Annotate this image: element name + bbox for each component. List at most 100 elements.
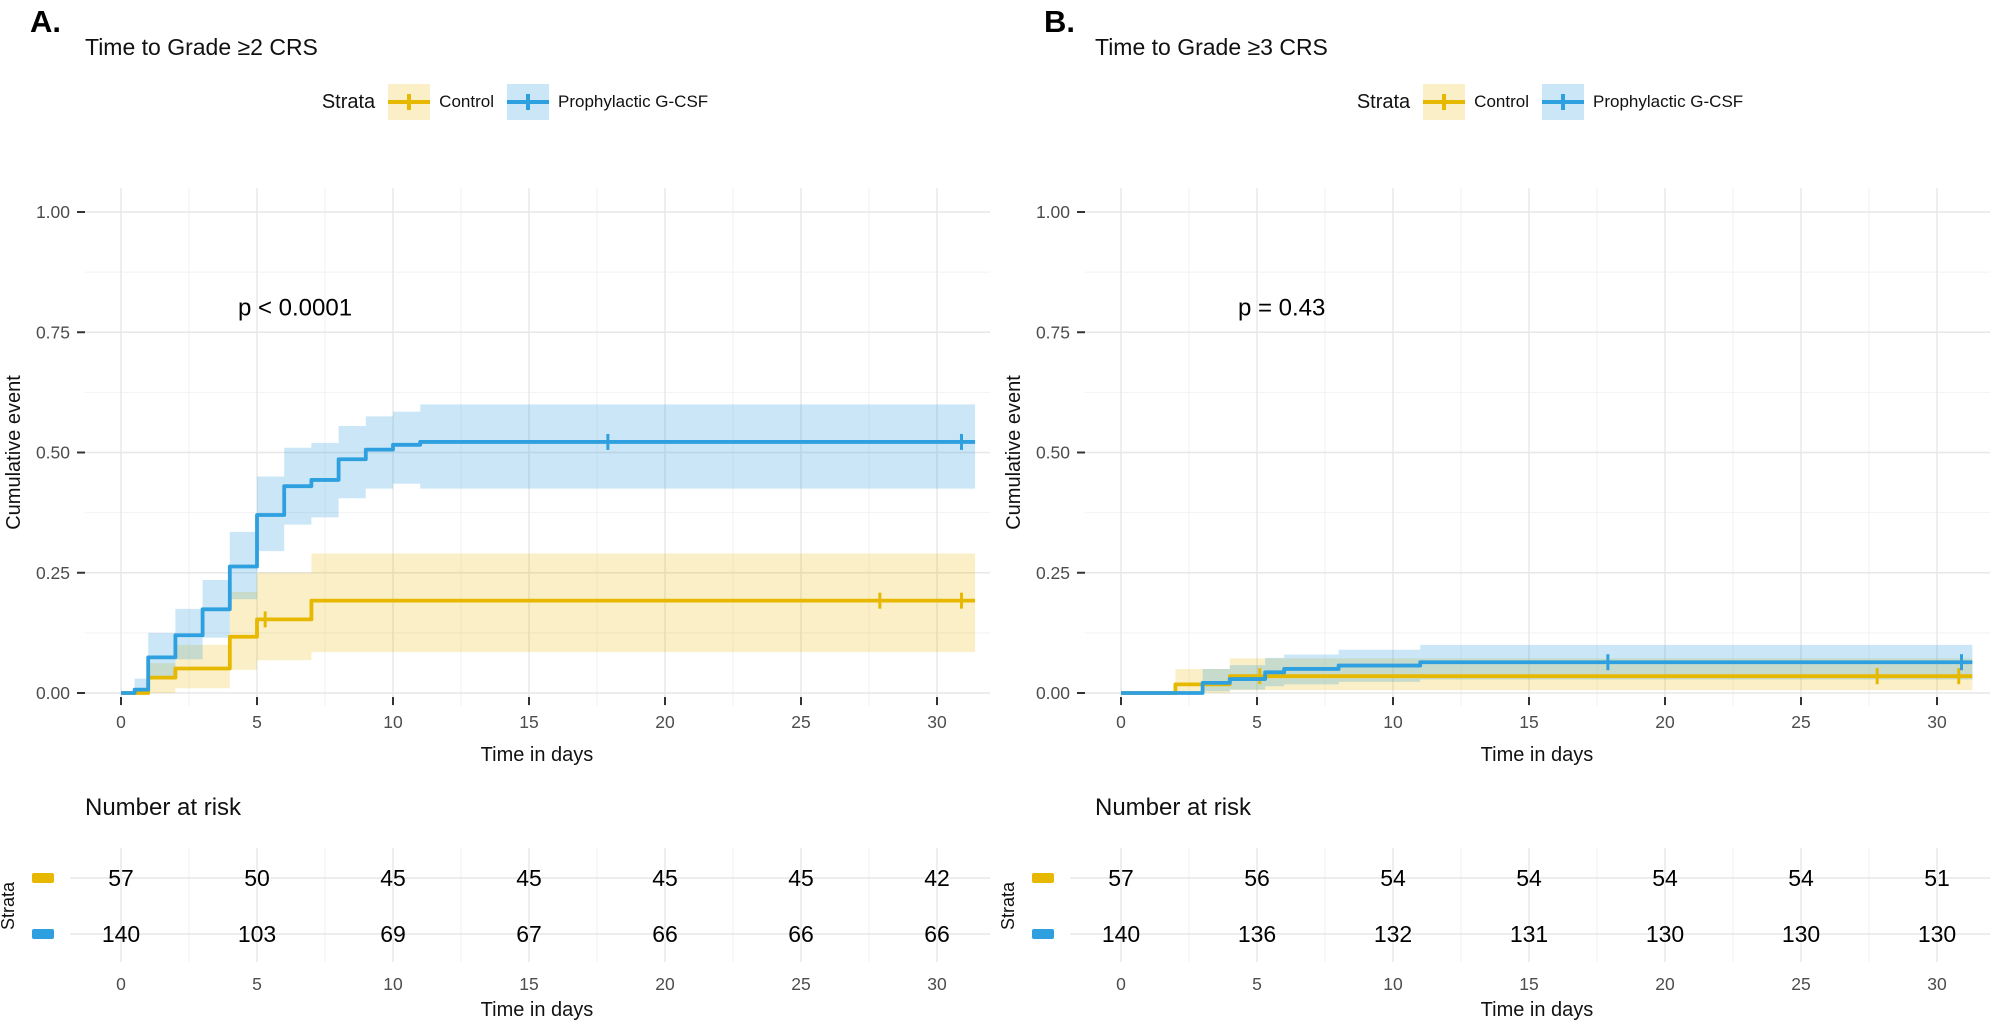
risk-count: 67 [516,921,542,947]
x-tick-label: 10 [1383,712,1403,732]
risk-count: 51 [1924,865,1950,891]
censor-mark [1950,668,1967,685]
x-tick-label: 30 [927,974,947,994]
legend-key-control: Control [388,84,494,120]
risk-row-swatch-gcsf [32,929,54,939]
y-tick-label: 1.00 [36,202,70,222]
risk-table-title: Number at risk [1095,794,1252,821]
risk-count: 45 [516,865,542,891]
x-tick-label: 15 [519,712,538,732]
risk-count: 69 [380,921,406,947]
x-tick-label: 30 [927,712,947,732]
legend-title: Strata [1356,90,1411,113]
chart-title: Time to Grade ≥2 CRS [85,34,318,60]
risk-count: 136 [1238,921,1276,947]
strata-axis-title: Strata [0,881,18,930]
chart-title: Time to Grade ≥3 CRS [1095,34,1328,60]
risk-table: 57 50 45 45 45 45 42 140 103 69 67 66 66 66 0 5 10 15 20 25… [0,848,990,1021]
risk-row-swatch-gcsf [1032,929,1054,939]
y-tick-label: 0.00 [1036,683,1070,703]
risk-count: 66 [924,921,950,947]
strata-axis-title: Strata [998,881,1018,930]
risk-count: 140 [102,921,140,947]
x-tick-label: 30 [1927,974,1947,994]
risk-count: 50 [244,865,270,891]
legend: Strata Control Prophylactic G-CSF [15,84,1015,120]
x-tick-label: 15 [519,974,538,994]
censor-mark [599,433,616,450]
x-tick-label: 25 [1791,974,1810,994]
panel-letter: A. [30,4,61,39]
x-tick-label: 15 [1519,974,1538,994]
legend-plus-icon [525,94,530,110]
legend-swatch-control [388,84,431,120]
legend-swatch-control [1423,84,1466,120]
risk-count: 140 [1102,921,1140,947]
censor-mark [257,611,274,628]
x-axis-title: Time in days [481,744,594,766]
panel-b: B. Time to Grade ≥3 CRS Strata Control P… [998,0,2000,1029]
legend-key-gcsf: Prophylactic G-CSF [1541,84,1744,120]
legend-plus-icon [1560,94,1565,110]
x-tick-label: 10 [1383,974,1403,994]
risk-count: 130 [1646,921,1684,947]
x-tick-label: 5 [1252,974,1262,994]
x-tick-label: 15 [1519,712,1538,732]
risk-count: 56 [1244,865,1270,891]
risk-table-title: Number at risk [85,794,242,821]
y-tick-label: 0.00 [36,683,70,703]
x-tick-label: 0 [116,712,126,732]
censor-mark [953,592,970,609]
legend-plus-icon [407,94,412,110]
legend-label-gcsf: Prophylactic G-CSF [1592,92,1744,111]
x-axis-title: Time in days [481,999,594,1021]
y-tick-label: 1.00 [1036,202,1070,222]
x-tick-label: 0 [1116,974,1126,994]
panel-a: A. Time to Grade ≥2 CRS Strata Control P… [0,4,990,1021]
confidence-band-gcsf [134,404,976,693]
risk-count: 66 [788,921,814,947]
legend: Strata Control Prophylactic G-CSF [1050,84,2000,120]
x-axis-title: Time in days [1481,744,1594,766]
risk-count: 45 [652,865,678,891]
risk-count: 66 [652,921,678,947]
risk-count: 130 [1782,921,1820,947]
risk-table: 57 56 54 54 54 54 51 140 136 132 131 130 130 130 0 5 10 1… [998,848,1990,1021]
risk-count: 57 [108,865,134,891]
x-tick-label: 20 [1655,974,1675,994]
x-tick-label: 20 [1655,712,1675,732]
legend-swatch-gcsf [506,84,549,120]
x-tick-label: 20 [655,712,675,732]
legend-plus-icon [1442,94,1447,110]
x-tick-label: 5 [252,712,262,732]
confidence-band-control [148,553,976,693]
x-tick-label: 30 [1927,712,1947,732]
risk-count: 54 [1652,865,1678,891]
censor-mark [953,433,970,450]
risk-row-swatch-control [1032,873,1054,883]
censor-mark [1869,668,1886,685]
p-value-label: p < 0.0001 [238,294,352,321]
y-tick-label: 0.50 [36,443,70,463]
risk-count: 130 [1918,921,1956,947]
survival-curve-gcsf [1121,660,1973,695]
x-tick-label: 5 [252,974,262,994]
survival-chart: 0.00 0.25 0.50 0.75 1.00 0 5 10 15 20 25 30 p = 0.43… [1003,188,1990,766]
x-tick-label: 10 [383,712,403,732]
risk-count: 54 [1788,865,1814,891]
censor-mark [1953,654,1970,671]
risk-count: 103 [238,921,276,947]
survival-curve-gcsf [121,440,976,695]
risk-count: 57 [1108,865,1134,891]
risk-row-swatch-control [32,873,54,883]
risk-count: 45 [788,865,814,891]
x-tick-label: 0 [116,974,126,994]
censor-mark [1599,654,1616,671]
p-value-label: p = 0.43 [1238,294,1325,321]
x-tick-label: 25 [791,712,810,732]
y-tick-label: 0.75 [36,322,70,342]
legend-title: Strata [321,90,376,113]
risk-count: 45 [380,865,406,891]
risk-count: 54 [1380,865,1406,891]
